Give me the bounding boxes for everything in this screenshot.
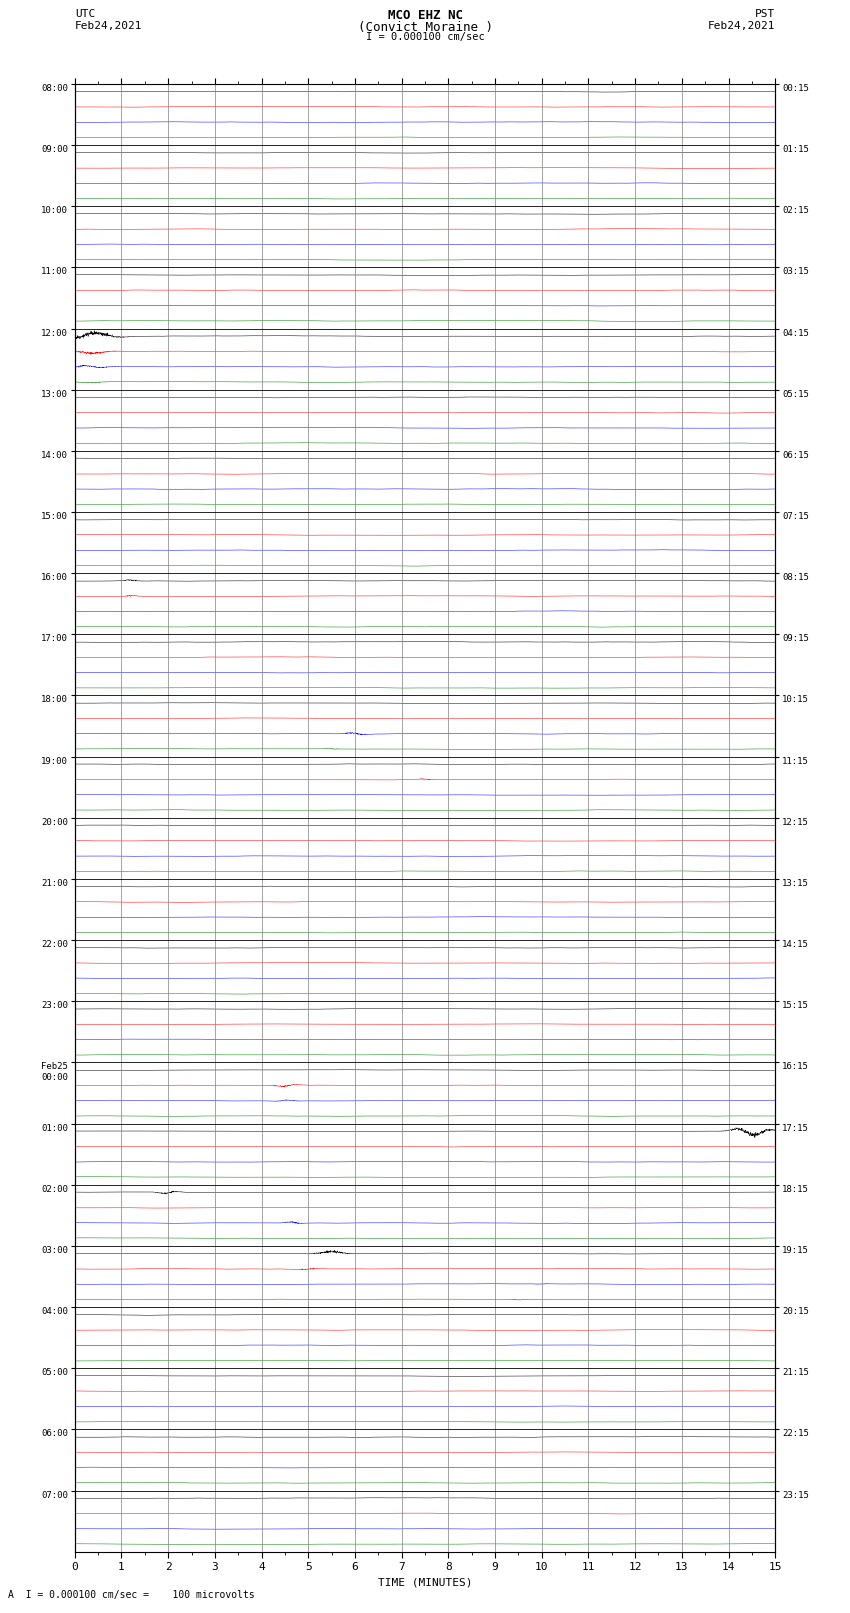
Text: Feb24,2021: Feb24,2021 [708,21,775,31]
Text: PST: PST [755,10,775,19]
Text: MCO EHZ NC: MCO EHZ NC [388,10,462,23]
X-axis label: TIME (MINUTES): TIME (MINUTES) [377,1578,473,1587]
Text: A  I = 0.000100 cm/sec =    100 microvolts: A I = 0.000100 cm/sec = 100 microvolts [8,1590,255,1600]
Text: I = 0.000100 cm/sec: I = 0.000100 cm/sec [366,32,484,42]
Text: Feb24,2021: Feb24,2021 [75,21,142,31]
Text: (Convict Moraine ): (Convict Moraine ) [358,21,492,34]
Text: UTC: UTC [75,10,95,19]
